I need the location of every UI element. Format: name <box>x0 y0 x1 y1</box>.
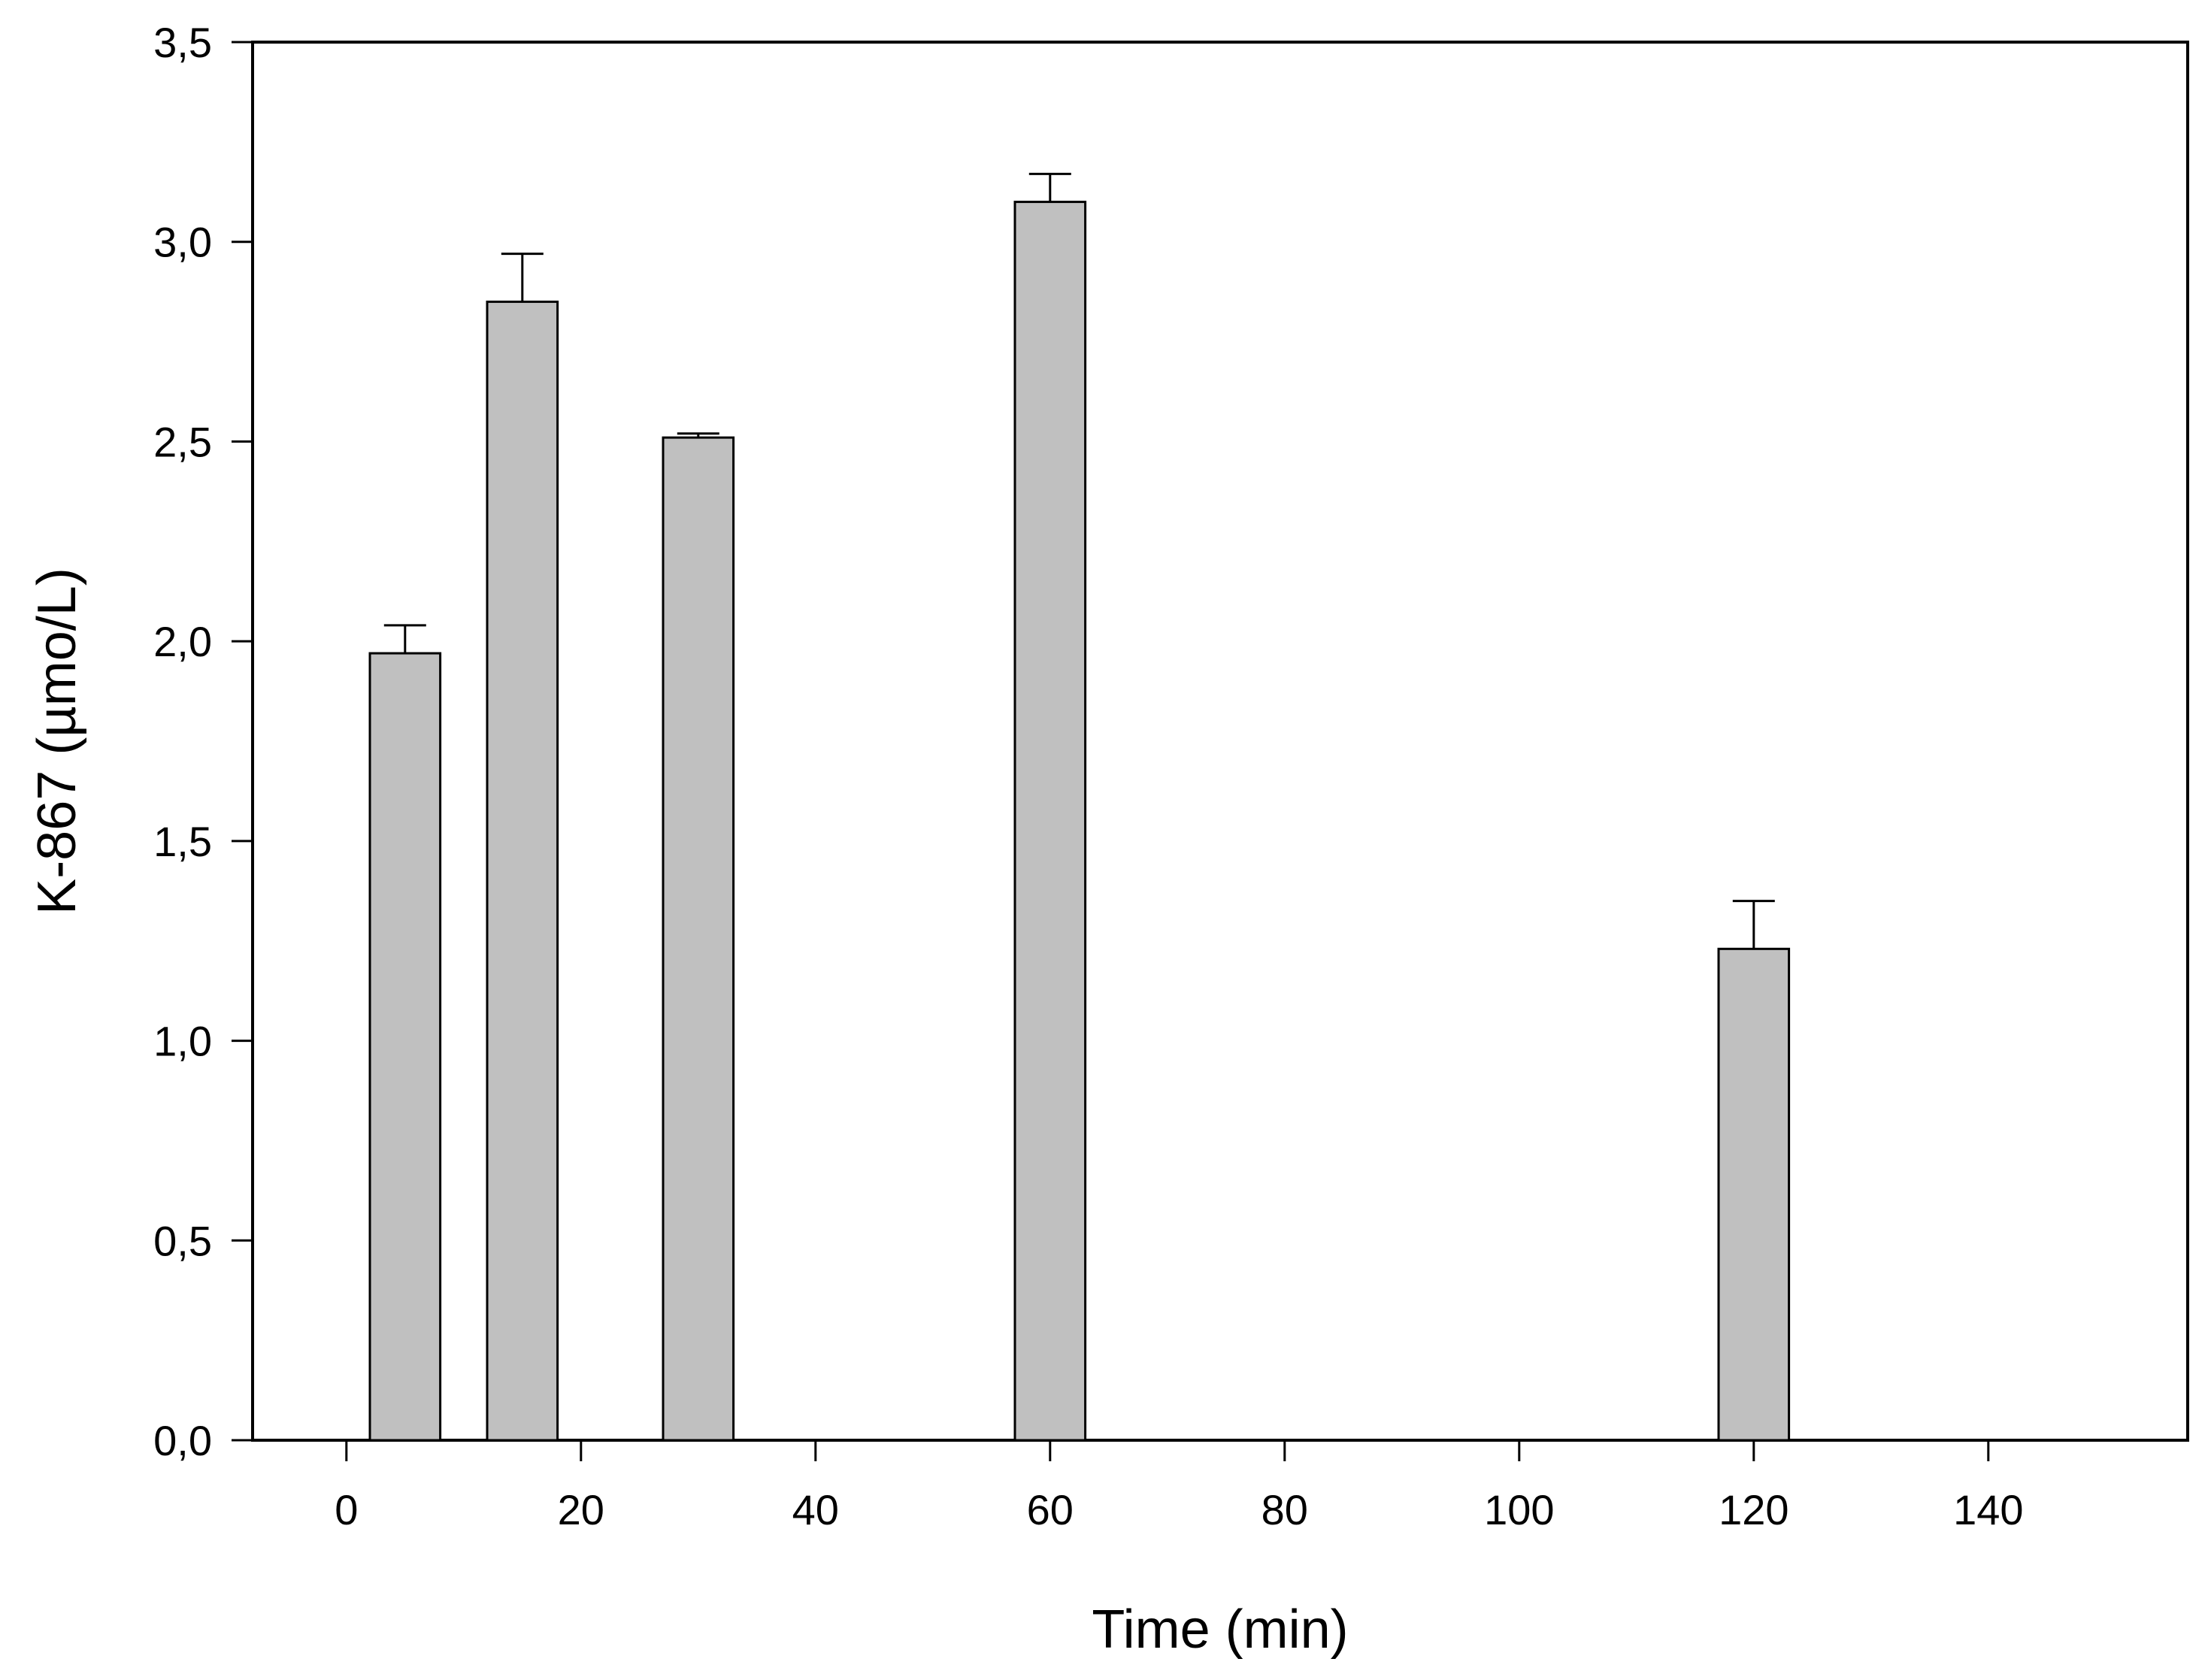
y-tick-label-5: 2,5 <box>153 418 212 465</box>
y-axis-ticks: 0,0 0,5 1,0 1,5 2,0 2,5 3,0 3,5 <box>153 19 253 1464</box>
bar-30 <box>662 436 735 1442</box>
y-tick-label-7: 3,5 <box>153 19 212 66</box>
x-tick-label-100: 100 <box>1484 1486 1554 1533</box>
x-tick-label-60: 60 <box>1027 1486 1074 1533</box>
x-axis-title: Time (min) <box>1092 1600 1348 1660</box>
y-tick-label-2: 1,0 <box>153 1018 212 1065</box>
bar-120 <box>1717 947 1791 1442</box>
x-tick-label-40: 40 <box>792 1486 839 1533</box>
y-tick-label-1: 0,5 <box>153 1217 212 1264</box>
x-tick-label-140: 140 <box>1953 1486 2023 1533</box>
x-tick-label-80: 80 <box>1261 1486 1308 1533</box>
bar-15 <box>486 300 559 1442</box>
x-axis-ticks: 0 20 40 60 80 100 120 140 <box>335 1440 2024 1533</box>
error-bars-group <box>383 172 1775 949</box>
x-tick-label-0: 0 <box>335 1486 358 1533</box>
y-tick-label-3: 1,5 <box>153 818 212 865</box>
bar-5 <box>368 652 442 1442</box>
y-tick-label-0: 0,0 <box>153 1417 212 1464</box>
bar-60 <box>1013 201 1087 1442</box>
bars-group <box>368 201 1791 1442</box>
plot-frame <box>251 41 2189 1442</box>
y-tick-label-6: 3,0 <box>153 219 212 266</box>
x-tick-label-20: 20 <box>558 1486 604 1533</box>
x-tick-label-120: 120 <box>1719 1486 1788 1533</box>
y-tick-label-4: 2,0 <box>153 618 212 665</box>
y-axis-title: K-867 (µmo/L) <box>27 568 87 915</box>
